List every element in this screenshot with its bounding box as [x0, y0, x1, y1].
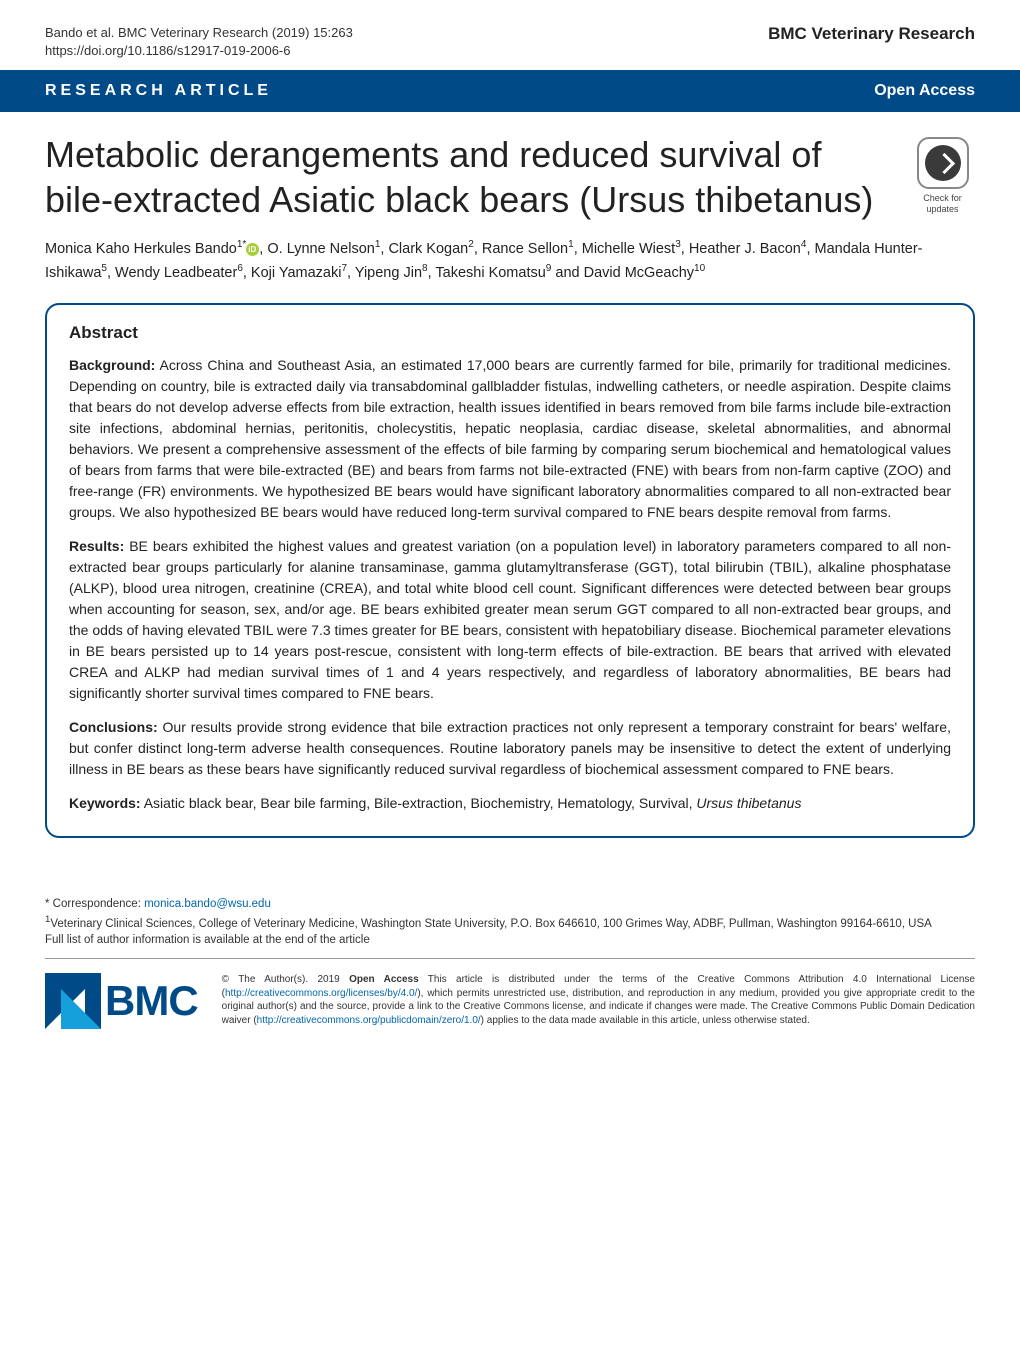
- abstract-background: Background: Across China and Southeast A…: [69, 355, 951, 523]
- running-head: Bando et al. BMC Veterinary Research (20…: [0, 0, 1020, 70]
- section-banner: RESEARCH ARTICLE Open Access: [0, 70, 1020, 112]
- check-updates-badge[interactable]: Check for updates: [910, 137, 975, 215]
- affiliation-text: Veterinary Clinical Sciences, College of…: [50, 918, 931, 930]
- citation-block: Bando et al. BMC Veterinary Research (20…: [45, 24, 353, 60]
- cc0-link[interactable]: http://creativecommons.org/publicdomain/…: [257, 1015, 481, 1026]
- correspondence-line: * Correspondence: monica.bando@wsu.edu: [45, 898, 975, 910]
- authors-list: Monica Kaho Herkules Bando1*, O. Lynne N…: [0, 237, 1020, 303]
- results-label: Results:: [69, 538, 124, 554]
- citation-text: Bando et al. BMC Veterinary Research (20…: [45, 24, 353, 42]
- keywords-text: Asiatic black bear, Bear bile farming, B…: [141, 795, 802, 811]
- license-text: © The Author(s). 2019 Open Access This a…: [222, 973, 975, 1027]
- cc-by-link[interactable]: http://creativecommons.org/licenses/by/4…: [225, 988, 417, 999]
- results-text: BE bears exhibited the highest values an…: [69, 538, 951, 701]
- title-area: Metabolic derangements and reduced survi…: [0, 112, 1020, 237]
- correspondence-footer: * Correspondence: monica.bando@wsu.edu 1…: [0, 868, 1020, 958]
- license-part1: © The Author(s). 2019: [222, 974, 349, 985]
- abstract-results: Results: BE bears exhibited the highest …: [69, 536, 951, 704]
- license-part4: ) applies to the data made available in …: [481, 1015, 810, 1026]
- bmc-logo-text: BMC: [105, 977, 198, 1025]
- conclusions-label: Conclusions:: [69, 719, 158, 735]
- doi-link[interactable]: https://doi.org/10.1186/s12917-019-2006-…: [45, 42, 353, 60]
- background-label: Background:: [69, 357, 155, 373]
- affiliation-1: 1Veterinary Clinical Sciences, College o…: [45, 913, 975, 932]
- correspondence-label: * Correspondence:: [45, 898, 144, 910]
- bmc-logo-icon: [45, 973, 101, 1029]
- check-updates-label: Check for updates: [910, 193, 975, 215]
- open-access-label: Open Access: [874, 82, 975, 100]
- open-access-bold: Open Access: [349, 974, 419, 985]
- abstract-heading: Abstract: [69, 323, 951, 343]
- abstract-keywords: Keywords: Asiatic black bear, Bear bile …: [69, 793, 951, 814]
- article-title: Metabolic derangements and reduced survi…: [45, 132, 975, 222]
- correspondence-email[interactable]: monica.bando@wsu.edu: [144, 898, 271, 910]
- bmc-logo: BMC: [45, 973, 198, 1029]
- background-text: Across China and Southeast Asia, an esti…: [69, 357, 951, 520]
- journal-name: BMC Veterinary Research: [768, 24, 975, 60]
- abstract-conclusions: Conclusions: Our results provide strong …: [69, 717, 951, 780]
- license-row: BMC © The Author(s). 2019 Open Access Th…: [0, 959, 1020, 1051]
- crossmark-icon: [917, 137, 969, 189]
- abstract-box: Abstract Background: Across China and So…: [45, 303, 975, 838]
- orcid-icon[interactable]: [246, 243, 259, 256]
- conclusions-text: Our results provide strong evidence that…: [69, 719, 951, 777]
- keywords-label: Keywords:: [69, 795, 141, 811]
- full-author-list-note: Full list of author information is avail…: [45, 932, 975, 948]
- section-label: RESEARCH ARTICLE: [45, 82, 272, 100]
